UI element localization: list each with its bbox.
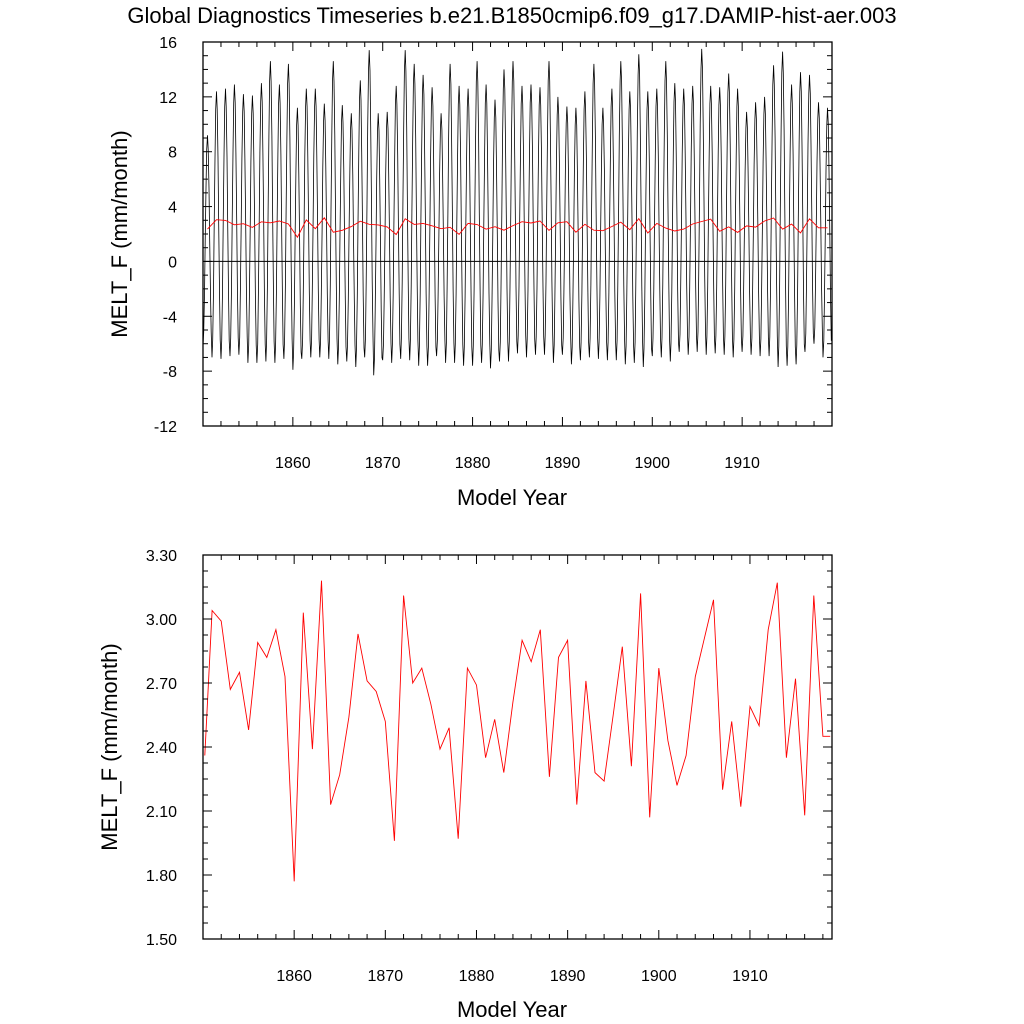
top-panel-x-tick-label: 1880 xyxy=(455,455,491,472)
bottom-panel-frame xyxy=(202,554,833,940)
bottom-panel-y-tick-label: 2.70 xyxy=(146,676,177,693)
top-panel-marks xyxy=(203,48,832,376)
top-panel-x-tick-label: 1900 xyxy=(634,455,670,472)
top-panel-plot-area xyxy=(203,48,832,376)
top-panel-series-annual xyxy=(207,217,828,239)
bottom-panel-annual: 1860 1870 1880 1890 1900 1910 1.50 1.80 2.10 2.40… xyxy=(97,548,833,1022)
top-panel-x-axis-label: Model Year xyxy=(457,485,567,510)
bottom-panel-x-tick-label: 1900 xyxy=(641,968,677,985)
chart-title: Global Diagnostics Timeseries b.e21.B185… xyxy=(127,3,896,28)
top-panel-monthly-and-annual: 1860 1870 1880 1890 1900 1910 -12 -8 -4 0 4 8 12 16 M… xyxy=(107,35,833,510)
bottom-panel-x-tick-label: 1880 xyxy=(459,968,495,985)
bottom-panel-y-tick-label: 3.30 xyxy=(146,548,177,565)
top-panel-y-tick-label: 0 xyxy=(168,254,177,271)
top-panel-x-tick-label: 1890 xyxy=(545,455,581,472)
bottom-panel-y-tick-label: 2.10 xyxy=(146,804,177,821)
top-panel-x-tick-label: 1910 xyxy=(724,455,760,472)
top-panel-y-tick-label: 8 xyxy=(168,145,177,162)
bottom-panel-x-tick-label: 1870 xyxy=(368,968,404,985)
bottom-panel-y-axis-label: MELT_F (mm/month) xyxy=(97,643,122,850)
top-panel-y-tick-label: 16 xyxy=(159,35,177,52)
top-panel-frame xyxy=(202,41,833,427)
bottom-panel-marks xyxy=(204,580,831,882)
top-panel-series-monthly xyxy=(203,48,832,376)
bottom-panel-x-axis-label: Model Year xyxy=(457,997,567,1022)
bottom-panel-plot-area xyxy=(204,580,831,882)
top-panel-y-axis-label: MELT_F (mm/month) xyxy=(107,130,132,337)
top-panel-y-tick-label: -8 xyxy=(163,364,177,381)
top-panel-y-tick-label: 4 xyxy=(168,200,177,217)
top-panel-x-tick-label: 1870 xyxy=(365,455,401,472)
bottom-panel-y-tick-label: 2.40 xyxy=(146,740,177,757)
bottom-panel-series-annual xyxy=(204,580,831,882)
bottom-panel-axes: 1860 1870 1880 1890 1900 1910 1.50 1.80 2.10 2.40… xyxy=(146,548,833,985)
bottom-panel-x-tick-label: 1910 xyxy=(732,968,768,985)
top-panel-y-tick-label: 12 xyxy=(159,90,177,107)
bottom-panel-x-tick-label: 1890 xyxy=(550,968,586,985)
top-panel-y-tick-label: -12 xyxy=(154,419,177,436)
top-panel-x-tick-label: 1860 xyxy=(275,455,311,472)
bottom-panel-y-tick-label: 1.80 xyxy=(146,868,177,885)
bottom-panel-y-tick-label: 3.00 xyxy=(146,612,177,629)
top-panel-axes: 1860 1870 1880 1890 1900 1910 -12 -8 -4 0 4 8 12 16 xyxy=(154,35,833,472)
bottom-panel-y-tick-label: 1.50 xyxy=(146,932,177,949)
top-panel-y-tick-label: -4 xyxy=(163,309,177,326)
bottom-panel-x-tick-label: 1860 xyxy=(276,968,312,985)
